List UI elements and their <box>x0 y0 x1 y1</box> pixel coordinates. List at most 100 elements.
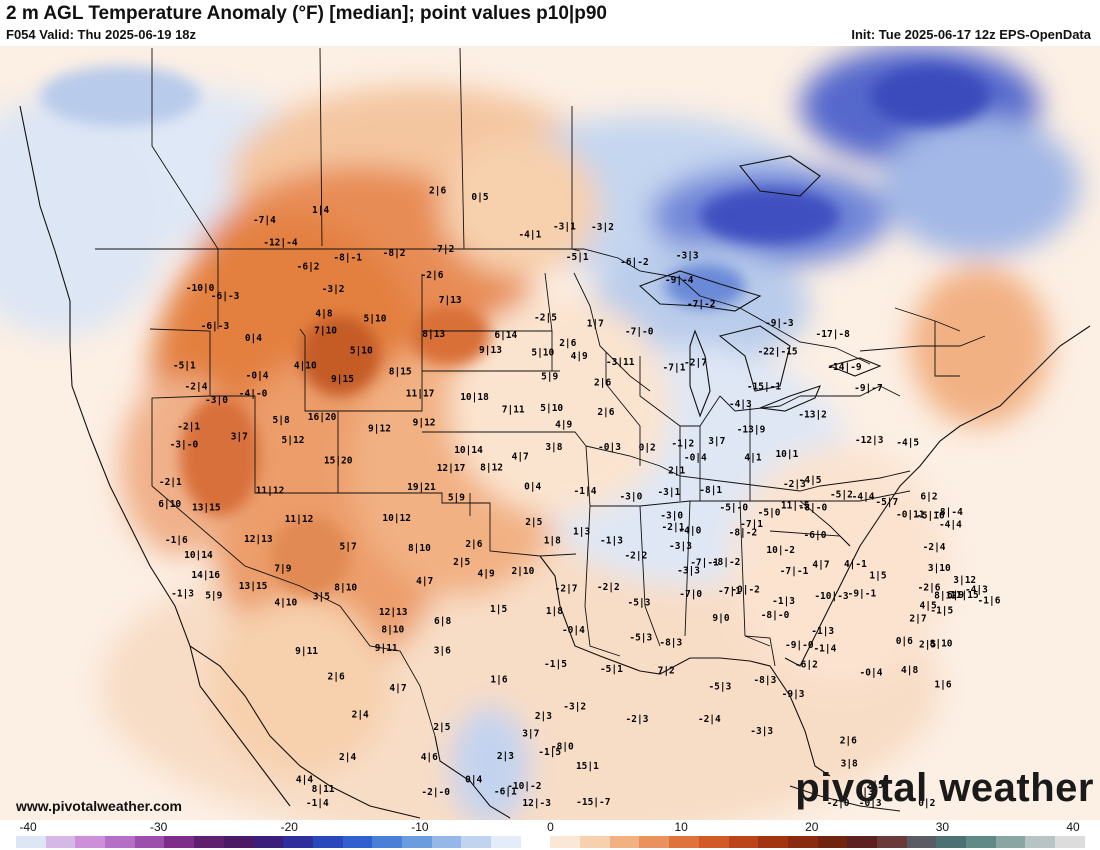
point-value-label: 10|-2 <box>766 545 795 556</box>
temperature-anomaly-map: -7|4 1|4 -10|0 -12|-4 -6|-3 -6|2 -8|-1 -8|2 -7|2… <box>0 46 1100 820</box>
point-value-label: 2|6 <box>840 736 857 747</box>
point-value-label: 5|10 <box>540 403 563 414</box>
colorbar-tick-label: 0 <box>547 820 554 834</box>
colorbar-swatch <box>669 836 699 848</box>
point-value-label: 1|4 <box>312 205 329 216</box>
coastlines <box>19 105 1091 819</box>
point-value-label: 3|8 <box>545 442 562 453</box>
colorbar-swatch <box>105 836 135 848</box>
point-value-label: -9|-1 <box>848 588 877 599</box>
point-value-label: 1|6 <box>490 675 507 686</box>
colorbar-tick-label: -30 <box>149 820 168 834</box>
lake-nipigon <box>739 155 821 197</box>
pivotal-weather-logo: pivotal weather <box>795 766 1094 810</box>
point-value-label: -8|0 <box>551 742 574 753</box>
point-value-label: -8|-1 <box>333 252 362 263</box>
point-value-label: 4|1 <box>744 453 761 464</box>
point-value-label: -4|-0 <box>239 388 268 399</box>
chart-title: 2 m AGL Temperature Anomaly (°F) [median… <box>6 3 607 24</box>
point-value-label: -7|0 <box>679 589 702 600</box>
point-value-label: 12|13 <box>379 607 408 618</box>
point-value-label: -5|1 <box>600 664 623 675</box>
point-value-label: 10|12 <box>382 513 411 524</box>
colorbar-ticks: -40 -30 -20 -10 0 10 20 30 40 <box>0 820 1100 836</box>
point-value-label: -2|4 <box>923 542 946 553</box>
point-value-label: -7|1 <box>718 586 741 597</box>
point-value-label: -1|4 <box>574 486 597 497</box>
colorbar-swatch <box>936 836 966 848</box>
point-value-label: -1|5 <box>930 606 953 617</box>
point-value-label: 4|6 <box>421 752 438 763</box>
point-value-label: 5|9 <box>541 371 558 382</box>
point-value-label: -4|1 <box>518 229 541 240</box>
point-value-label: -3|3 <box>750 726 773 737</box>
colorbar <box>16 836 1085 848</box>
point-value-label: -4|0 <box>678 526 701 537</box>
point-value-label: 0|4 <box>524 482 541 493</box>
point-value-label: -3|1 <box>553 221 576 232</box>
point-value-label: -2|1 <box>177 422 200 433</box>
point-value-label: -2|1 <box>662 522 685 533</box>
point-value-label: 4|-1 <box>844 559 867 570</box>
point-value-label: 15|20 <box>324 456 353 467</box>
point-value-label: 4|8 <box>315 309 332 320</box>
point-value-label: 8|15 <box>389 366 412 377</box>
colorbar-swatch <box>728 836 759 848</box>
point-value-label: 5|9 <box>205 591 222 602</box>
point-value-label: -1|3 <box>811 626 834 637</box>
point-value-label: 2|6 <box>559 338 576 349</box>
point-value-label: 3|6 <box>434 646 451 657</box>
colorbar-swatch <box>609 836 640 848</box>
point-value-label: -8|-2 <box>712 557 741 568</box>
point-value-label: -5|-0 <box>719 502 748 513</box>
point-value-label: -1|3 <box>171 588 194 599</box>
colorbar-swatch <box>164 836 195 848</box>
init-time: Init: Tue 2025-06-17 12z EPS-OpenData <box>851 27 1091 42</box>
point-value-label: 4|7 <box>812 560 829 571</box>
point-value-label: 2|5 <box>919 640 936 651</box>
point-value-label: -7|4 <box>253 215 276 226</box>
point-value-label: -2|6 <box>918 582 941 593</box>
point-value-label: 15|1 <box>576 761 599 772</box>
lake-ontario <box>828 357 882 377</box>
point-value-label: -0|11 <box>896 510 925 521</box>
point-value-label: 11|12 <box>256 486 285 497</box>
point-value-label: 2|6 <box>429 186 446 197</box>
point-value-label: 9|11 <box>375 643 398 654</box>
point-value-label: 9|12 <box>413 417 436 428</box>
point-value-label: 4|10 <box>294 360 317 371</box>
point-value-label: 4|4 <box>296 775 313 786</box>
point-value-label: -15|-1 <box>747 381 782 392</box>
point-value-label: -9|-4 <box>665 275 694 286</box>
point-value-label: -5|2 <box>830 490 853 501</box>
point-value-label: 4|10 <box>274 597 297 608</box>
point-value-label: -8|1 <box>699 485 722 496</box>
point-value-label: 2|6 <box>328 671 345 682</box>
colorbar-swatch <box>194 836 224 848</box>
point-value-label: -1|4 <box>813 644 836 655</box>
colorbar-swatch <box>16 836 46 848</box>
point-value-label: -2|5 <box>534 313 557 324</box>
point-value-label: -2|3 <box>626 714 649 725</box>
point-value-label: -7|-2 <box>687 299 716 310</box>
point-value-label: 2|5 <box>525 517 542 528</box>
point-value-label: 12|-3 <box>522 798 551 809</box>
point-value-label: -5|3 <box>708 682 731 693</box>
point-value-label: 0|4 <box>465 774 482 785</box>
point-value-label: -6|-2 <box>620 257 649 268</box>
point-value-label: -0|3 <box>598 442 621 453</box>
point-value-label: -9|-3 <box>765 318 794 329</box>
point-value-label: -3|0 <box>619 492 642 503</box>
point-value-label: -5|1 <box>566 252 589 263</box>
point-value-label: 3|7 <box>522 728 539 739</box>
point-value-label: -2|1 <box>159 477 182 488</box>
website-url: www.pivotalweather.com <box>16 798 182 814</box>
point-value-label: 11|17 <box>406 388 435 399</box>
point-value-label: 6|2 <box>920 492 937 503</box>
point-value-label: -2|3 <box>783 479 806 490</box>
point-value-label: -2|0 <box>827 798 850 809</box>
colorbar-tick-label: -10 <box>411 820 429 834</box>
point-value-label: -1|5 <box>538 747 561 758</box>
point-value-label: 2|6 <box>597 407 614 418</box>
point-value-label: 2|4 <box>352 710 369 721</box>
